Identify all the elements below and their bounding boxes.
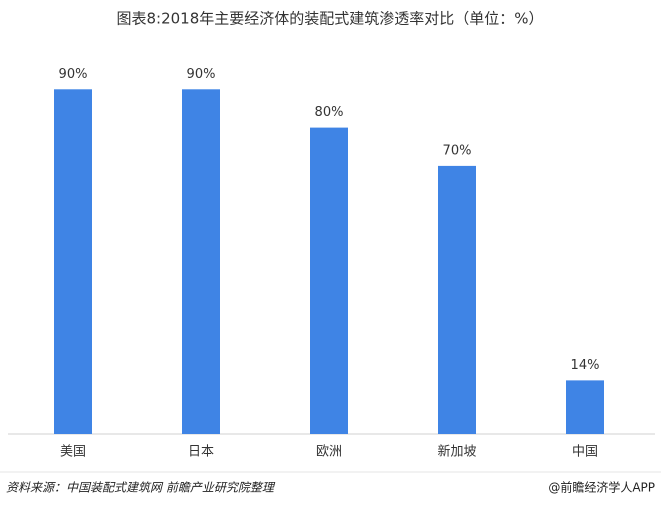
chart-title: 图表8:2018年主要经济体的装配式建筑渗透率对比（单位：%） <box>116 10 543 28</box>
credit: @前瞻经济学人APP <box>548 480 655 495</box>
bar <box>54 89 92 435</box>
value-label: 80% <box>315 105 344 120</box>
value-label: 90% <box>59 67 88 82</box>
x-tick-label: 日本 <box>188 445 214 460</box>
x-tick-label: 中国 <box>572 445 598 460</box>
bar <box>438 165 476 434</box>
value-label: 14% <box>571 358 600 373</box>
value-label: 90% <box>187 67 216 82</box>
bar <box>182 89 220 435</box>
source-note: 资料来源：中国装配式建筑网 前瞻产业研究院整理 <box>6 481 276 495</box>
bar <box>310 127 348 434</box>
x-tick-label: 美国 <box>60 445 86 460</box>
value-label: 70% <box>443 143 472 158</box>
x-tick-label: 欧洲 <box>316 445 342 460</box>
bar <box>566 380 604 434</box>
x-tick-label: 新加坡 <box>437 444 476 460</box>
